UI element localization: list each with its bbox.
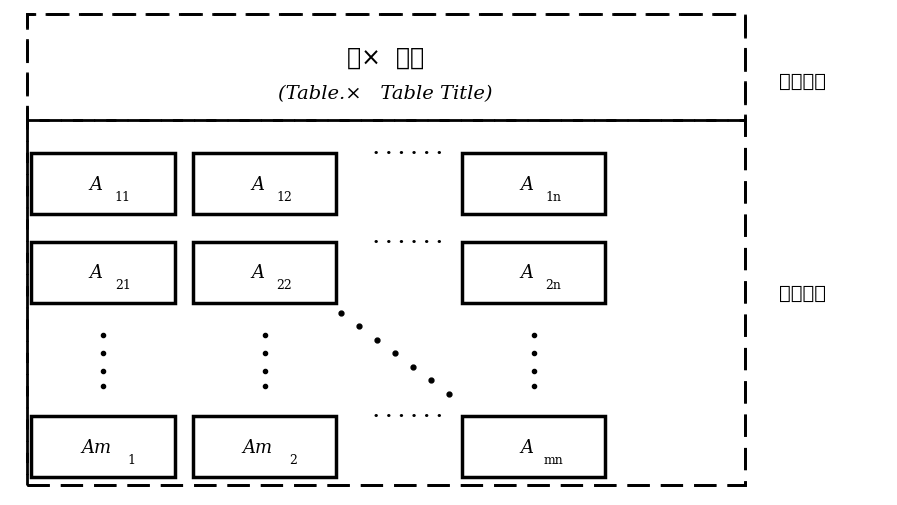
Text: (Table.×   Table Title): (Table.× Table Title) [278, 84, 493, 103]
Bar [27, 15, 745, 485]
Text: Am: Am [242, 438, 273, 456]
Text: A: A [520, 438, 533, 456]
Text: mn: mn [544, 453, 563, 466]
Text: A: A [520, 264, 533, 282]
Text: 表格标题: 表格标题 [779, 71, 826, 90]
Text: 21: 21 [115, 279, 131, 292]
Bar [31, 154, 175, 215]
Bar [27, 15, 745, 121]
Text: 表×  表题: 表× 表题 [347, 46, 424, 70]
Bar [462, 417, 605, 477]
Bar [193, 242, 336, 303]
Text: 11: 11 [115, 190, 131, 204]
Bar [193, 417, 336, 477]
Bar [27, 121, 745, 485]
Bar [462, 242, 605, 303]
Bar [193, 154, 336, 215]
Text: · · · · · ·: · · · · · · [373, 145, 443, 163]
Text: 2: 2 [290, 453, 297, 466]
Text: A: A [90, 264, 102, 282]
Bar [31, 242, 175, 303]
Text: A: A [90, 175, 102, 193]
Text: 1n: 1n [545, 190, 562, 204]
Text: A: A [251, 264, 264, 282]
Bar [462, 154, 605, 215]
Text: Am: Am [81, 438, 111, 456]
Text: 22: 22 [276, 279, 292, 292]
Bar [31, 417, 175, 477]
Text: 2n: 2n [545, 279, 562, 292]
Text: A: A [251, 175, 264, 193]
Text: · · · · · ·: · · · · · · [373, 233, 443, 251]
Text: · · · · · ·: · · · · · · [373, 408, 443, 426]
Text: A: A [520, 175, 533, 193]
Text: 1: 1 [128, 453, 135, 466]
Text: 12: 12 [276, 190, 292, 204]
Text: 表格内容: 表格内容 [779, 283, 826, 302]
